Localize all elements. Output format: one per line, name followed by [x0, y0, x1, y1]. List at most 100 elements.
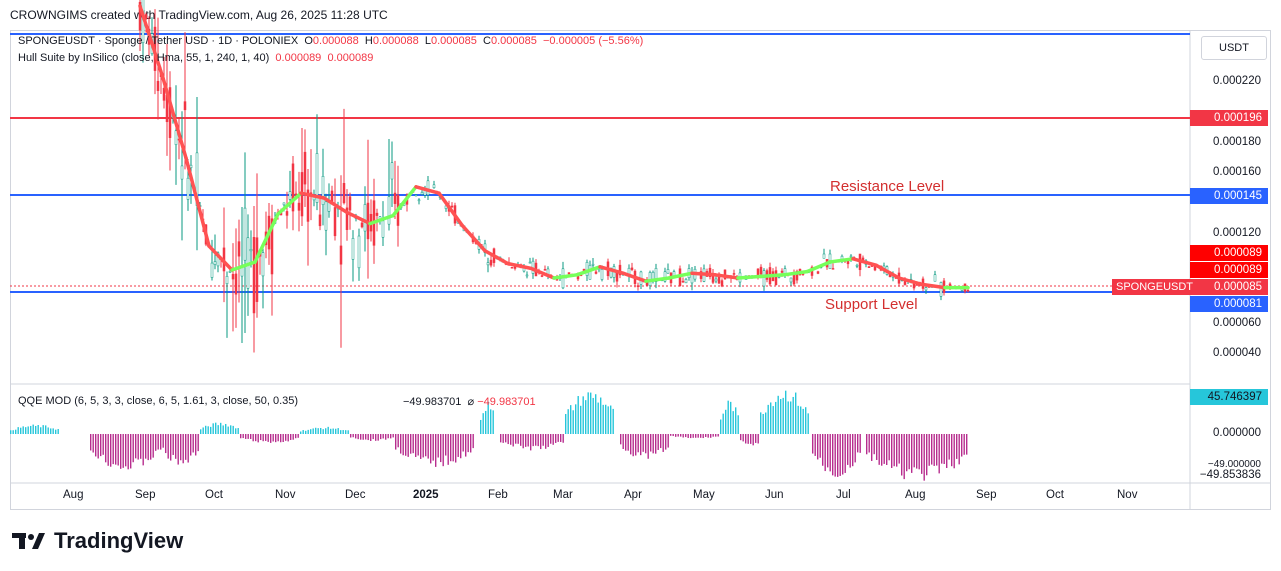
qqe-bar: [795, 392, 797, 434]
price-tick: 0.000220: [1213, 75, 1261, 87]
hull-segment: [828, 257, 855, 264]
qqe-bar: [632, 434, 634, 457]
qqe-bar: [225, 423, 227, 434]
qqe-bar: [482, 413, 484, 434]
qqe-bar: [105, 434, 107, 463]
time-tick: Feb: [488, 489, 508, 501]
candle-body: [663, 271, 667, 282]
qqe-legend[interactable]: QQE MOD (6, 5, 3, 3, close, 6, 5, 1.61, …: [18, 395, 298, 407]
qqe-bar: [665, 434, 667, 450]
qqe-bar: [767, 404, 769, 434]
candle-body: [285, 211, 289, 216]
qqe-bar: [172, 434, 174, 455]
qqe-bar: [360, 434, 362, 440]
qqe-bar: [926, 434, 928, 476]
qqe-bar: [627, 434, 629, 451]
qqe-bar: [854, 434, 856, 463]
qqe-bar: [660, 434, 662, 449]
candle-body: [261, 252, 265, 277]
qqe-bar: [460, 434, 462, 459]
qqe-bar: [220, 422, 222, 434]
time-tick: Oct: [1046, 489, 1064, 501]
candle-body: [417, 199, 421, 202]
candle-body: [666, 269, 670, 274]
hull-segment: [598, 265, 625, 275]
candle-body: [183, 101, 187, 111]
qqe-bar: [20, 427, 22, 434]
hull-segment: [667, 271, 694, 280]
qqe-bar: [440, 434, 442, 463]
hull-tag-b: 0.000089: [1190, 262, 1268, 278]
candle-body: [255, 237, 259, 302]
currency-button[interactable]: USDT: [1201, 36, 1267, 60]
qqe-bar: [537, 434, 539, 447]
candle-body: [759, 266, 763, 275]
eye-off-icon[interactable]: ⌀: [467, 396, 475, 408]
candle-body: [591, 263, 595, 266]
qqe-bar: [540, 434, 542, 450]
candle-body: [414, 194, 418, 197]
qqe-bar: [275, 434, 277, 443]
qqe-bar: [265, 434, 267, 441]
qqe-bar: [187, 434, 189, 463]
qqe-bar: [883, 434, 885, 464]
qqe-bar: [682, 434, 684, 438]
qqe-bar: [487, 401, 489, 434]
candle-body: [345, 207, 349, 230]
candle-body: [585, 262, 589, 276]
qqe-bar: [780, 399, 782, 434]
qqe-bar: [337, 428, 339, 434]
qqe-bar: [492, 410, 494, 434]
qqe-bar: [705, 434, 707, 438]
qqe-bar: [607, 406, 609, 434]
candle-body: [540, 275, 544, 277]
qqe-bar: [307, 429, 309, 434]
qqe-bar: [662, 434, 664, 452]
candle-body: [162, 87, 166, 101]
hull-segment: [736, 274, 763, 280]
qqe-bar: [857, 434, 859, 453]
qqe-bar: [732, 411, 734, 434]
qqe-bar: [923, 434, 925, 481]
candle-body: [933, 274, 937, 282]
qqe-bar: [400, 434, 402, 454]
candle-body: [684, 279, 688, 284]
hull-value-2: 0.000089: [327, 52, 374, 64]
hull-segment: [437, 191, 464, 227]
candle-body: [873, 266, 877, 271]
qqe-bar: [552, 434, 554, 445]
qqe-bar: [797, 405, 799, 434]
hull-legend[interactable]: Hull Suite by InSilico (close, Hma, 55, …: [18, 52, 373, 64]
qqe-bar: [814, 434, 816, 456]
qqe-bar: [145, 434, 147, 459]
qqe-bar: [657, 434, 659, 450]
hull-segment: [230, 260, 257, 272]
qqe-bar: [372, 434, 374, 440]
qqe-bar: [277, 434, 279, 442]
hull-segment: [552, 273, 579, 280]
qqe-bar: [757, 434, 759, 444]
qqe-bar: [505, 434, 507, 443]
chart-credit: CROWNGIMS created with TradingView.com, …: [10, 8, 388, 22]
qqe-bar: [582, 396, 584, 434]
qqe-bar: [150, 434, 152, 460]
tradingview-logo[interactable]: TradingView: [12, 528, 183, 554]
qqe-bar: [844, 434, 846, 473]
brand-name: TradingView: [54, 528, 184, 553]
qqe-bar: [765, 412, 767, 434]
symbol-legend[interactable]: SPONGEUSDT · Sponge / Tether USD · 1D · …: [18, 35, 643, 47]
qqe-bar: [590, 392, 592, 434]
qqe-bar: [357, 434, 359, 440]
qqe-bar: [560, 434, 562, 442]
qqe-bar: [450, 434, 452, 462]
qqe-bar: [866, 434, 868, 455]
price-tick: 0.000060: [1213, 317, 1261, 329]
qqe-bar: [160, 434, 162, 450]
qqe-bar: [260, 434, 262, 441]
qqe-bar: [876, 434, 878, 460]
close-value: 0.000085: [490, 35, 537, 47]
qqe-bar: [600, 397, 602, 434]
qqe-bar: [340, 430, 342, 434]
resistance-tag: 0.000145: [1190, 188, 1268, 204]
